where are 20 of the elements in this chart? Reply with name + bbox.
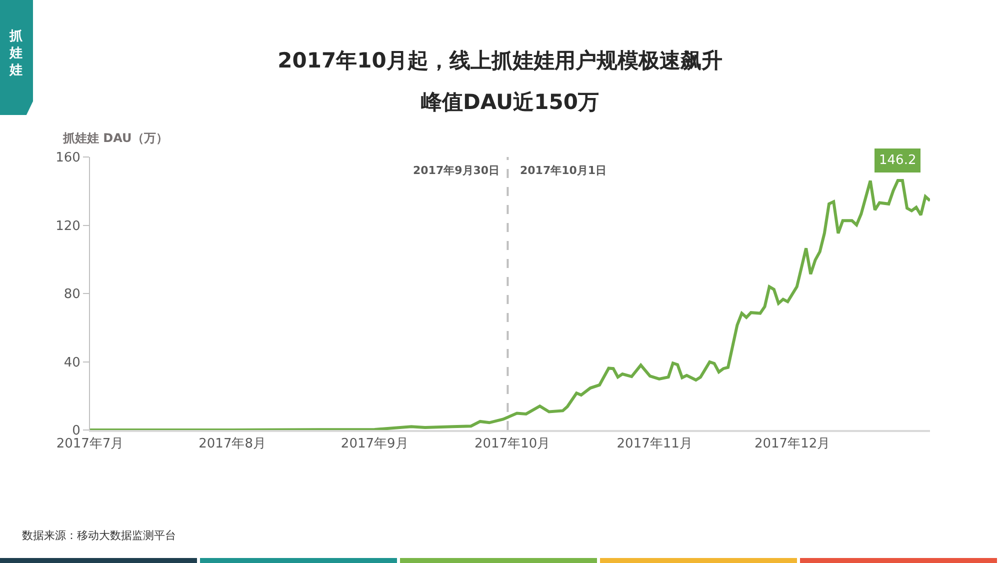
y-axis-title: 抓娃娃 DAU（万）: [62, 131, 168, 145]
x-tick-label: 2017年9月: [340, 436, 408, 452]
x-tick-label: 2017年12月: [754, 436, 830, 452]
ref-line-label: 2017年9月30日: [413, 164, 500, 177]
y-tick-label: 160: [56, 150, 80, 166]
annotation: 2017年10月1日: [520, 164, 607, 177]
x-tick-label: 2017年10月: [474, 436, 550, 452]
source-note: 数据来源：移动大数据监测平台: [22, 528, 176, 543]
text: 抓娃娃: [8, 28, 24, 79]
y-tick-label: 40: [64, 355, 80, 370]
chart-title: 2017年10月起，线上抓娃娃用户规模极速飙升: [278, 48, 722, 73]
line-series: [90, 179, 930, 430]
y-tick-label: 80: [64, 287, 80, 302]
x-tick-label: 2017年11月: [616, 436, 692, 452]
data-label: 146.2: [879, 153, 916, 168]
y-tick-label: 120: [56, 218, 80, 234]
y-tick-label: 0: [72, 424, 80, 439]
chart-subtitle: 峰值DAU近150万: [421, 90, 599, 114]
x-tick-label: 2017年7月: [56, 436, 124, 452]
x-tick-label: 2017年8月: [198, 436, 266, 452]
